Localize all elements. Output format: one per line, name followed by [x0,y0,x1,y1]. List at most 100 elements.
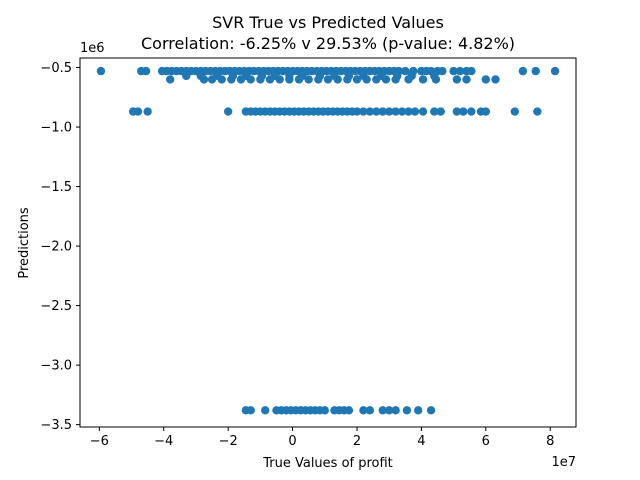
data-point [96,66,106,76]
y-tick-label: −1.0 [40,121,72,136]
data-point [467,66,476,76]
data-point [467,107,476,116]
y-tick-label: −3.0 [40,359,72,374]
data-point [246,406,255,415]
data-point [510,107,520,116]
data-point [365,107,375,116]
x-tick-label: −6 [90,434,109,449]
data-point [359,107,368,116]
data-point [438,66,447,76]
x-tick-label: 6 [482,434,490,449]
y-tick-label: −2.5 [40,299,72,314]
data-point [391,107,400,116]
data-point [314,75,323,84]
data-point [378,406,387,415]
y-tick-label: −2.0 [40,240,72,255]
data-point [143,107,152,116]
data-point [217,75,226,84]
data-point [531,66,540,76]
data-point [384,107,394,116]
data-point [491,75,500,84]
data-point [333,75,342,84]
data-point [397,107,407,116]
data-point [343,75,352,84]
data-point [359,406,368,415]
data-point [436,107,445,116]
x-tick-label: 4 [417,434,425,449]
x-axis-offset-label: 1e7 [551,455,576,470]
data-point [352,75,362,84]
data-point [199,75,209,84]
data-point [365,406,375,415]
y-tick-label: −0.5 [40,61,72,76]
y-axis-offset-label: 1e6 [80,41,105,56]
x-tick-label: 2 [353,434,361,449]
x-tick-label: −4 [154,434,173,449]
data-point [207,75,217,84]
data-point [133,107,143,116]
data-point [362,75,371,84]
data-point [550,66,560,76]
data-point [431,75,441,84]
data-points [96,66,560,415]
data-point [352,107,362,116]
data-point [410,107,420,116]
y-tick-label: −1.5 [40,180,72,195]
data-point [426,406,436,415]
data-point [236,75,246,84]
y-axis-ticks: −0.5 −1.0 −1.5 −2.0 −2.5 −3.0 −3.5 [40,61,80,433]
data-point [481,107,491,116]
y-axis-label: Predictions [17,207,32,279]
data-point [481,75,491,84]
data-point [165,75,175,84]
data-point [381,75,391,84]
data-point [285,75,294,84]
data-point [449,66,458,76]
data-point [372,107,381,116]
data-point [260,406,270,415]
data-point [462,75,471,84]
data-point [344,406,354,415]
data-point [294,75,304,84]
data-point [391,406,400,415]
x-axis-ticks: −6 −4 −2 0 2 4 6 8 [90,427,554,449]
chart-subtitle: Correlation: -6.25% v 29.53% (p-value: 4… [141,34,515,53]
data-point [404,107,413,116]
data-point [404,75,413,84]
data-point [402,406,412,415]
data-point [518,66,528,76]
data-point [227,75,236,84]
data-point [391,75,400,84]
data-point [320,406,329,415]
data-point [141,66,151,76]
data-point [323,75,333,84]
data-point [452,107,462,116]
data-point [418,107,428,116]
data-point [430,107,439,116]
data-point [384,406,394,415]
chart-title: SVR True vs Predicted Values [212,13,444,32]
data-point [256,75,265,84]
data-point [265,75,275,84]
data-point [275,75,284,84]
x-tick-label: 8 [546,434,554,449]
data-point [378,107,387,116]
data-point [533,107,542,116]
data-point [304,75,313,84]
data-point [401,66,410,76]
data-point [246,75,255,84]
data-point [455,66,465,76]
data-point [182,71,191,81]
data-point [418,75,428,84]
data-point [459,107,468,116]
x-tick-label: 0 [288,434,296,449]
data-point [413,406,423,415]
data-point [372,75,381,84]
x-axis-label: True Values of profit [262,456,393,471]
plot-frame [79,57,577,428]
data-point [223,107,233,116]
y-tick-label: −3.5 [40,418,72,433]
x-tick-label: −2 [219,434,238,449]
data-point [452,75,462,84]
